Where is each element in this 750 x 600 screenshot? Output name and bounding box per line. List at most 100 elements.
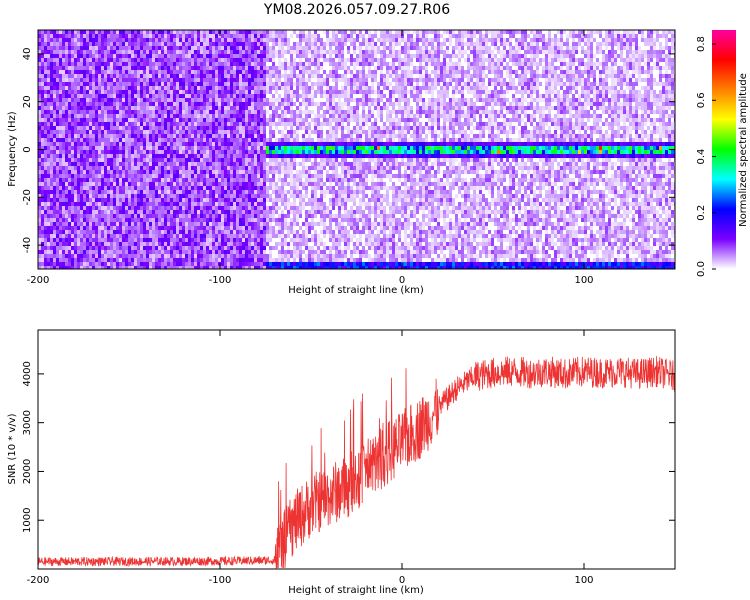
spectrogram-cell: [158, 258, 161, 262]
spectrogram-cell: [116, 258, 119, 262]
spectrogram-cell: [122, 258, 125, 262]
spectrogram-cell: [59, 138, 62, 142]
spectrogram-cell: [182, 42, 185, 46]
spectrogram-cell: [260, 54, 263, 58]
spectrogram-cell: [260, 158, 263, 162]
spectrogram-cell: [152, 42, 155, 46]
spectrogram-cell: [260, 150, 263, 154]
spectrogram-cell: [197, 134, 200, 138]
spectrogram-cell: [287, 98, 290, 102]
spectrogram-cell: [173, 170, 176, 174]
spectrogram-cell: [173, 218, 176, 222]
spectrogram-cell: [47, 238, 50, 242]
spectrogram-cell: [191, 234, 194, 238]
spectrogram-cell: [125, 46, 128, 50]
spectrogram-cell: [140, 170, 143, 174]
spectrogram-cell: [47, 214, 50, 218]
spectrogram-cell: [254, 114, 257, 118]
spectrogram-cell: [185, 122, 188, 126]
spectrogram-cell: [227, 46, 230, 50]
spectrogram-cell: [170, 222, 173, 226]
spectrogram-cell: [212, 150, 215, 154]
spectrogram-cell: [113, 186, 116, 190]
spectrogram-cell: [158, 174, 161, 178]
spectrogram-cell: [290, 166, 293, 170]
spectrogram-cell: [113, 254, 116, 258]
spectrogram-cell: [137, 34, 140, 38]
spectrogram-cell: [53, 214, 56, 218]
spectrogram-cell: [278, 186, 281, 190]
spectrogram-cell: [272, 142, 275, 146]
spectrogram-cell: [68, 246, 71, 250]
spectrogram-cell: [263, 142, 266, 146]
spectrogram-cell: [62, 166, 65, 170]
spectrogram-cell: [272, 158, 275, 162]
spectrogram-cell: [152, 82, 155, 86]
spectrogram-cell: [239, 230, 242, 234]
spectrogram-cell: [260, 202, 263, 206]
spectrogram-cell: [107, 146, 110, 150]
spectrogram-cell: [71, 110, 74, 114]
spectrogram-cell: [170, 146, 173, 150]
spectrogram-cell: [191, 194, 194, 198]
spectrogram-cell: [62, 242, 65, 246]
spectrogram-cell: [116, 90, 119, 94]
spectrogram-cell: [281, 74, 284, 78]
spectrogram-cell: [176, 102, 179, 106]
spectrogram-cell: [278, 82, 281, 86]
spectrogram-cell: [209, 74, 212, 78]
spectrogram-cell: [77, 126, 80, 130]
spectrogram-cell: [59, 154, 62, 158]
spectrogram-cell: [221, 146, 224, 150]
spectrogram-cell: [242, 98, 245, 102]
spectrogram-cell: [53, 238, 56, 242]
spectrogram-cell: [257, 162, 260, 166]
spectrogram-cell: [227, 42, 230, 46]
spectrogram-cell: [173, 150, 176, 154]
spectrogram-cell: [152, 50, 155, 54]
spectrogram-cell: [209, 102, 212, 106]
spectrogram-cell: [269, 66, 272, 70]
spectrogram-cell: [128, 162, 131, 166]
spectrogram-cell: [134, 198, 137, 202]
spectrogram-cell: [131, 86, 134, 90]
spectrogram-cell: [164, 182, 167, 186]
spectrogram-cell: [38, 226, 41, 230]
spectrogram-cell: [119, 58, 122, 62]
spectrogram-cell: [197, 166, 200, 170]
spectrogram-cell: [128, 254, 131, 258]
spectrogram-cell: [38, 102, 41, 106]
spectrogram-cell: [254, 210, 257, 214]
spectrogram-cell: [218, 202, 221, 206]
spectrogram-cell: [47, 190, 50, 194]
spectrogram-cell: [287, 150, 290, 154]
spectrogram-cell: [239, 142, 242, 146]
spectrogram-cell: [227, 238, 230, 242]
spectrogram-cell: [239, 134, 242, 138]
spectrogram-cell: [164, 110, 167, 114]
spectrogram-cell: [50, 182, 53, 186]
spectrogram-cell: [71, 190, 74, 194]
spectrogram-cell: [134, 54, 137, 58]
spectrogram-cell: [209, 206, 212, 210]
spectrogram-cell: [203, 106, 206, 110]
spectrogram-cell: [92, 74, 95, 78]
spectrogram-cell: [272, 46, 275, 50]
spectrogram-cell: [155, 234, 158, 238]
spectrogram-cell: [251, 62, 254, 66]
spectrogram-cell: [167, 62, 170, 66]
spectrogram-cell: [74, 50, 77, 54]
spectrogram-cell: [269, 134, 272, 138]
spectrogram-cell: [119, 54, 122, 58]
spectrogram-cell: [50, 238, 53, 242]
spectrogram-cell: [161, 62, 164, 66]
spectrogram-cell: [143, 138, 146, 142]
spectrogram-cell: [182, 190, 185, 194]
spectrogram-cell: [281, 186, 284, 190]
spectrogram-cell: [62, 230, 65, 234]
spectrogram-cell: [104, 98, 107, 102]
spectrogram-cell: [56, 210, 59, 214]
spectrogram-cell: [113, 94, 116, 98]
spectrogram-cell: [212, 234, 215, 238]
spectrogram-cell: [68, 78, 71, 82]
